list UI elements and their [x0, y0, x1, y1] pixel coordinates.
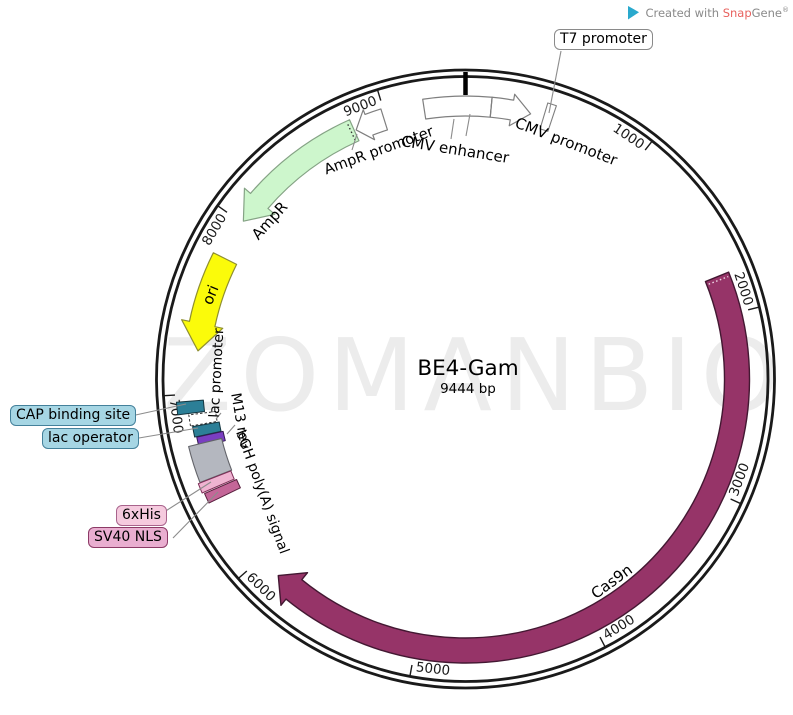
- callout-sv40-nls: SV40 NLS: [88, 527, 168, 548]
- tick-6000: [238, 570, 248, 579]
- callout-t7-promoter: T7 promoter: [554, 29, 653, 50]
- tick-9000: [376, 89, 382, 101]
- credit-text: Created with SnapGene®: [645, 6, 789, 20]
- feature-cap-binding-site: [175, 399, 206, 416]
- feature-label-cmv-promoter: CMV promoter: [513, 114, 621, 170]
- snapgene-credit: Created with SnapGene®: [627, 6, 789, 20]
- feature-lac-operator: [192, 421, 222, 438]
- ampr-promoter-line: [351, 133, 358, 151]
- callout-lac-operator: lac operator: [42, 428, 139, 449]
- callout-cap-binding-site: CAP binding site: [10, 405, 137, 426]
- callout-line-lac-operator: [132, 427, 199, 440]
- tick-7000: [163, 394, 175, 397]
- plasmid-size: 9444 bp: [440, 381, 496, 397]
- tick-5000: [409, 664, 413, 676]
- feature-ampr-promoter: [355, 108, 389, 141]
- lac-promoter-line: [215, 412, 222, 420]
- feature-ori: [181, 252, 238, 352]
- feature-label-lac-promoter: lac promoter: [207, 328, 228, 419]
- callout-line-sixhis: [160, 481, 212, 515]
- tick-1000: [644, 140, 653, 151]
- callout-line-sv40-nls: [172, 491, 219, 539]
- watermark-text: ZOMANBIO: [163, 317, 789, 434]
- plasmid-name: BE4-Gam: [417, 356, 519, 381]
- callout-6xhis: 6xHis: [116, 505, 167, 526]
- feature-label-bgh-polya: bGH poly(A) signal: [232, 428, 292, 556]
- tick-2000: [747, 306, 759, 311]
- snapgene-logo-icon: [628, 6, 640, 20]
- feature-ampr: [242, 119, 360, 222]
- backbone-ring-1: [155, 68, 776, 690]
- cmv-enhancer-line: [450, 118, 455, 140]
- feature-ampr-dashed-edge: [346, 122, 356, 141]
- brand-snap: Snap: [722, 6, 752, 20]
- tick-8000: [217, 205, 228, 213]
- feature-sixhis: [197, 470, 235, 494]
- registered-mark: ®: [782, 6, 789, 15]
- tick-3000: [730, 498, 741, 505]
- callout-line-cap-binding-site: [130, 403, 187, 417]
- plasmid-title-block: BE4-Gam 9444 bp: [417, 356, 519, 398]
- feature-cmv-promoter: [489, 93, 532, 127]
- brand-gene: Gene: [751, 6, 782, 20]
- feature-cmv-enhancer: [422, 95, 493, 120]
- cmv-promoter-line: [465, 113, 471, 137]
- feature-bgh-polya: [188, 437, 233, 484]
- callout-line-t7-promoter: [548, 50, 562, 114]
- tick-label-5000: 5000: [415, 659, 451, 679]
- m13-rev-line: [226, 424, 236, 435]
- feature-lac-promoter: [188, 410, 218, 427]
- tick-4000: [599, 636, 606, 648]
- feature-cas9n: [277, 271, 751, 664]
- cmv-segment-divider: [489, 97, 493, 118]
